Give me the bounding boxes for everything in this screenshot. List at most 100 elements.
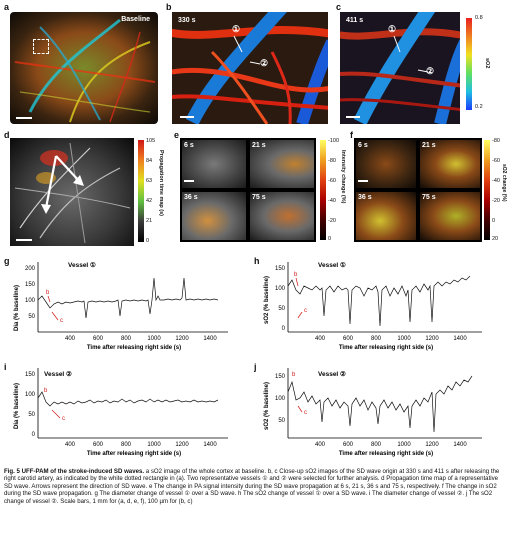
so2c-tick-1: -60 xyxy=(492,158,500,164)
ytick-j-2: 50 xyxy=(278,418,285,424)
baseline-label: Baseline xyxy=(121,16,150,23)
time-label-411s: 411 s xyxy=(346,17,364,24)
ytick-g-1: 150 xyxy=(25,282,36,288)
panel-label-a: a xyxy=(4,2,10,12)
trace-i xyxy=(37,391,219,407)
panel-label-g: g xyxy=(4,256,10,266)
prop-cbar-title: Propagation time map (s) xyxy=(158,150,164,217)
so2-tile-75s xyxy=(420,192,480,240)
xtick-h-5: 1400 xyxy=(453,336,467,342)
plot-i: Dia (% baseline) 150 100 50 0 400 600 80… xyxy=(14,368,228,457)
caption-body: a sO2 image of the whole cortex at basel… xyxy=(4,468,500,505)
xtick-j-1: 600 xyxy=(343,442,354,448)
ylabel-h: sO2 (% baseline) xyxy=(264,276,270,324)
baseline-so2-image: Baseline xyxy=(10,12,158,124)
vessel-2-marker-b: ② xyxy=(260,58,269,68)
so2-change-grid: 6 s 21 s 36 s 75 s xyxy=(354,138,482,242)
xtick-j-2: 800 xyxy=(371,442,382,448)
int-tick-4: -20 xyxy=(328,218,336,224)
marker-c-i: c xyxy=(62,416,65,422)
propagation-colorbar xyxy=(138,140,144,242)
intensity-time-36s: 36 s xyxy=(184,194,198,201)
so2c-tick-3: -20 xyxy=(492,198,500,204)
xtick-h-3: 1000 xyxy=(397,336,411,342)
intensity-colorbar xyxy=(320,140,326,240)
plot-g: Dia (% baseline) 200 150 100 50 400 600 … xyxy=(14,261,228,351)
panel-label-i: i xyxy=(4,362,7,372)
panel-label-f: f xyxy=(350,130,353,140)
ytick-g-3: 50 xyxy=(28,314,35,320)
xtick-i-1: 600 xyxy=(93,442,104,448)
closeup-411s-vessels xyxy=(340,12,460,124)
ytick-h-1: 100 xyxy=(275,286,286,292)
roi-dotted-rectangle xyxy=(33,39,49,54)
xtick-g-2: 800 xyxy=(121,336,132,342)
time-label-330s: 330 s xyxy=(178,17,196,24)
panel-label-j: j xyxy=(254,362,257,372)
intensity-tile-36s xyxy=(182,192,246,240)
so2-tile-21s xyxy=(420,140,480,188)
panel-label-d: d xyxy=(4,130,10,140)
intensity-tile-75s xyxy=(250,192,314,240)
prop-tick-0: 105 xyxy=(146,138,156,144)
ytick-i-1: 100 xyxy=(25,392,36,398)
trace-g xyxy=(37,277,219,319)
scale-bar-f xyxy=(358,180,368,182)
ytick-j-1: 100 xyxy=(275,396,286,402)
xlabel-h: Time after releasing right side (s) xyxy=(339,345,433,351)
vessel-label-j: Vessel ② xyxy=(318,370,346,378)
xlabel-i: Time after releasing right side (s) xyxy=(87,451,181,457)
prop-tick-1: 84 xyxy=(146,158,153,164)
so2c-tick-5: 20 xyxy=(492,236,499,242)
trace-j xyxy=(287,375,473,433)
ylabel-g: Dia (% baseline) xyxy=(14,285,20,331)
so2c-tick-0: -80 xyxy=(492,138,500,144)
xtick-j-4: 1200 xyxy=(425,442,439,448)
ylabel-j: sO2 (% baseline) xyxy=(264,382,270,430)
ytick-g-2: 100 xyxy=(25,298,36,304)
xtick-g-0: 400 xyxy=(65,336,76,342)
xtick-g-3: 1000 xyxy=(147,336,161,342)
caption-title: Fig. 5 UFF-PAM of the stroke-induced SD … xyxy=(4,468,145,475)
int-tick-2: -60 xyxy=(328,178,336,184)
panel-label-c: c xyxy=(336,2,342,12)
marker-c-g: c xyxy=(60,318,63,324)
marker-b-h: b xyxy=(294,272,298,278)
plot-h: sO2 (% baseline) 150 100 50 0 400 600 80… xyxy=(264,261,482,351)
xtick-h-0: 400 xyxy=(315,336,326,342)
xtick-i-0: 400 xyxy=(65,442,76,448)
int-tick-0: -100 xyxy=(328,138,340,144)
so2-time-36s: 36 s xyxy=(358,194,372,201)
so2-cbar-max: 0.8 xyxy=(475,15,483,21)
so2-cbar-title: sO2 xyxy=(484,58,490,69)
xtick-j-5: 1400 xyxy=(453,442,467,448)
closeup-330s-vessels xyxy=(172,12,328,124)
intensity-time-75s: 75 s xyxy=(252,194,266,201)
ytick-i-3: 0 xyxy=(32,432,36,438)
so2-colorbar xyxy=(466,18,472,110)
scale-bar-e xyxy=(184,180,194,182)
xtick-h-2: 800 xyxy=(371,336,382,342)
xtick-i-5: 1400 xyxy=(203,442,217,448)
xtick-i-4: 1200 xyxy=(175,442,189,448)
trace-h xyxy=(287,275,471,327)
intensity-time-21s: 21 s xyxy=(252,142,266,149)
marker-b-i: b xyxy=(44,388,48,394)
panel-label-b: b xyxy=(166,2,172,12)
so2-tile-36s xyxy=(356,192,416,240)
propagation-map-image xyxy=(10,138,134,246)
xtick-i-3: 1000 xyxy=(147,442,161,448)
xtick-j-3: 1000 xyxy=(397,442,411,448)
vessel-label-g: Vessel ① xyxy=(68,261,96,269)
vessel-1-marker-c: ① xyxy=(388,24,397,34)
so2-time-21s: 21 s xyxy=(422,142,436,149)
panel-label-h: h xyxy=(254,256,260,266)
vessel-label-h: Vessel ① xyxy=(318,261,346,269)
ytick-i-0: 150 xyxy=(25,372,36,378)
xtick-j-0: 400 xyxy=(315,442,326,448)
so2c-tick-2: -40 xyxy=(492,178,500,184)
panel-label-e: e xyxy=(174,130,180,140)
vessel-label-i: Vessel ② xyxy=(44,370,72,378)
ytick-g-0: 200 xyxy=(25,266,36,272)
marker-c-h: c xyxy=(304,308,307,314)
